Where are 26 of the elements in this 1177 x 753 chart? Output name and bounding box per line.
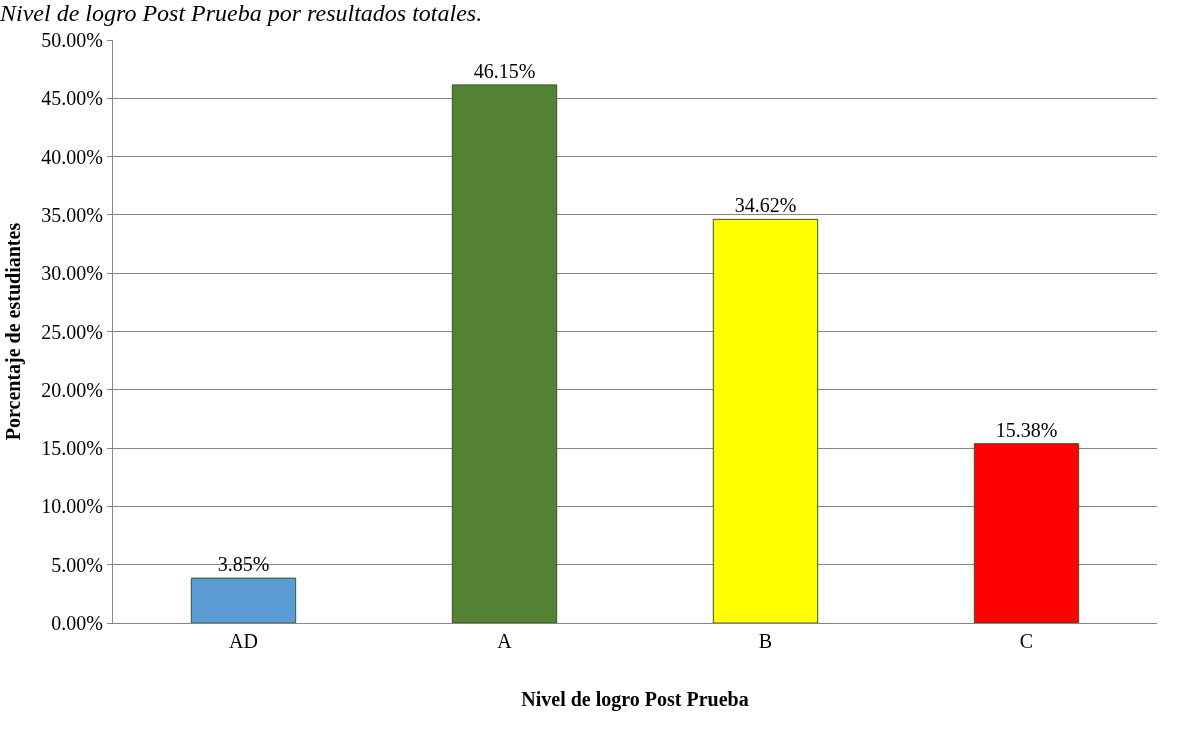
data-label: 46.15%	[473, 59, 536, 82]
x-tick-label: AD	[229, 630, 258, 652]
y-tick-label: 40.00%	[41, 145, 103, 168]
y-axis-title: Porcentaje de estudiantes	[1, 222, 25, 441]
chart-title: Nivel de logro Post Prueba por resultados totales.	[0, 0, 483, 26]
bar	[451, 84, 558, 623]
y-tick-label: 20.00%	[41, 378, 103, 401]
y-tick-label: 30.00%	[41, 262, 103, 285]
bar	[973, 443, 1080, 623]
data-label: 34.62%	[734, 194, 797, 217]
y-tick-label: 0.00%	[51, 612, 103, 634]
x-tick-label: A	[497, 630, 513, 652]
y-tick-label: 50.00%	[41, 29, 103, 51]
x-tick-label: B	[758, 630, 773, 652]
y-tick-label: 10.00%	[41, 495, 103, 518]
y-tick-label: 45.00%	[41, 87, 103, 110]
bar	[712, 218, 819, 623]
y-tick-label: 5.00%	[51, 553, 103, 576]
x-tick-label: C	[1019, 630, 1034, 652]
y-tick-label: 35.00%	[41, 203, 103, 226]
y-tick-label: 15.00%	[41, 437, 103, 460]
data-label: 3.85%	[217, 553, 270, 576]
y-tick-label: 25.00%	[41, 320, 103, 343]
x-axis-title: Nivel de logro Post Prueba	[521, 687, 749, 711]
data-label: 15.38%	[995, 418, 1058, 441]
bar	[190, 577, 297, 623]
